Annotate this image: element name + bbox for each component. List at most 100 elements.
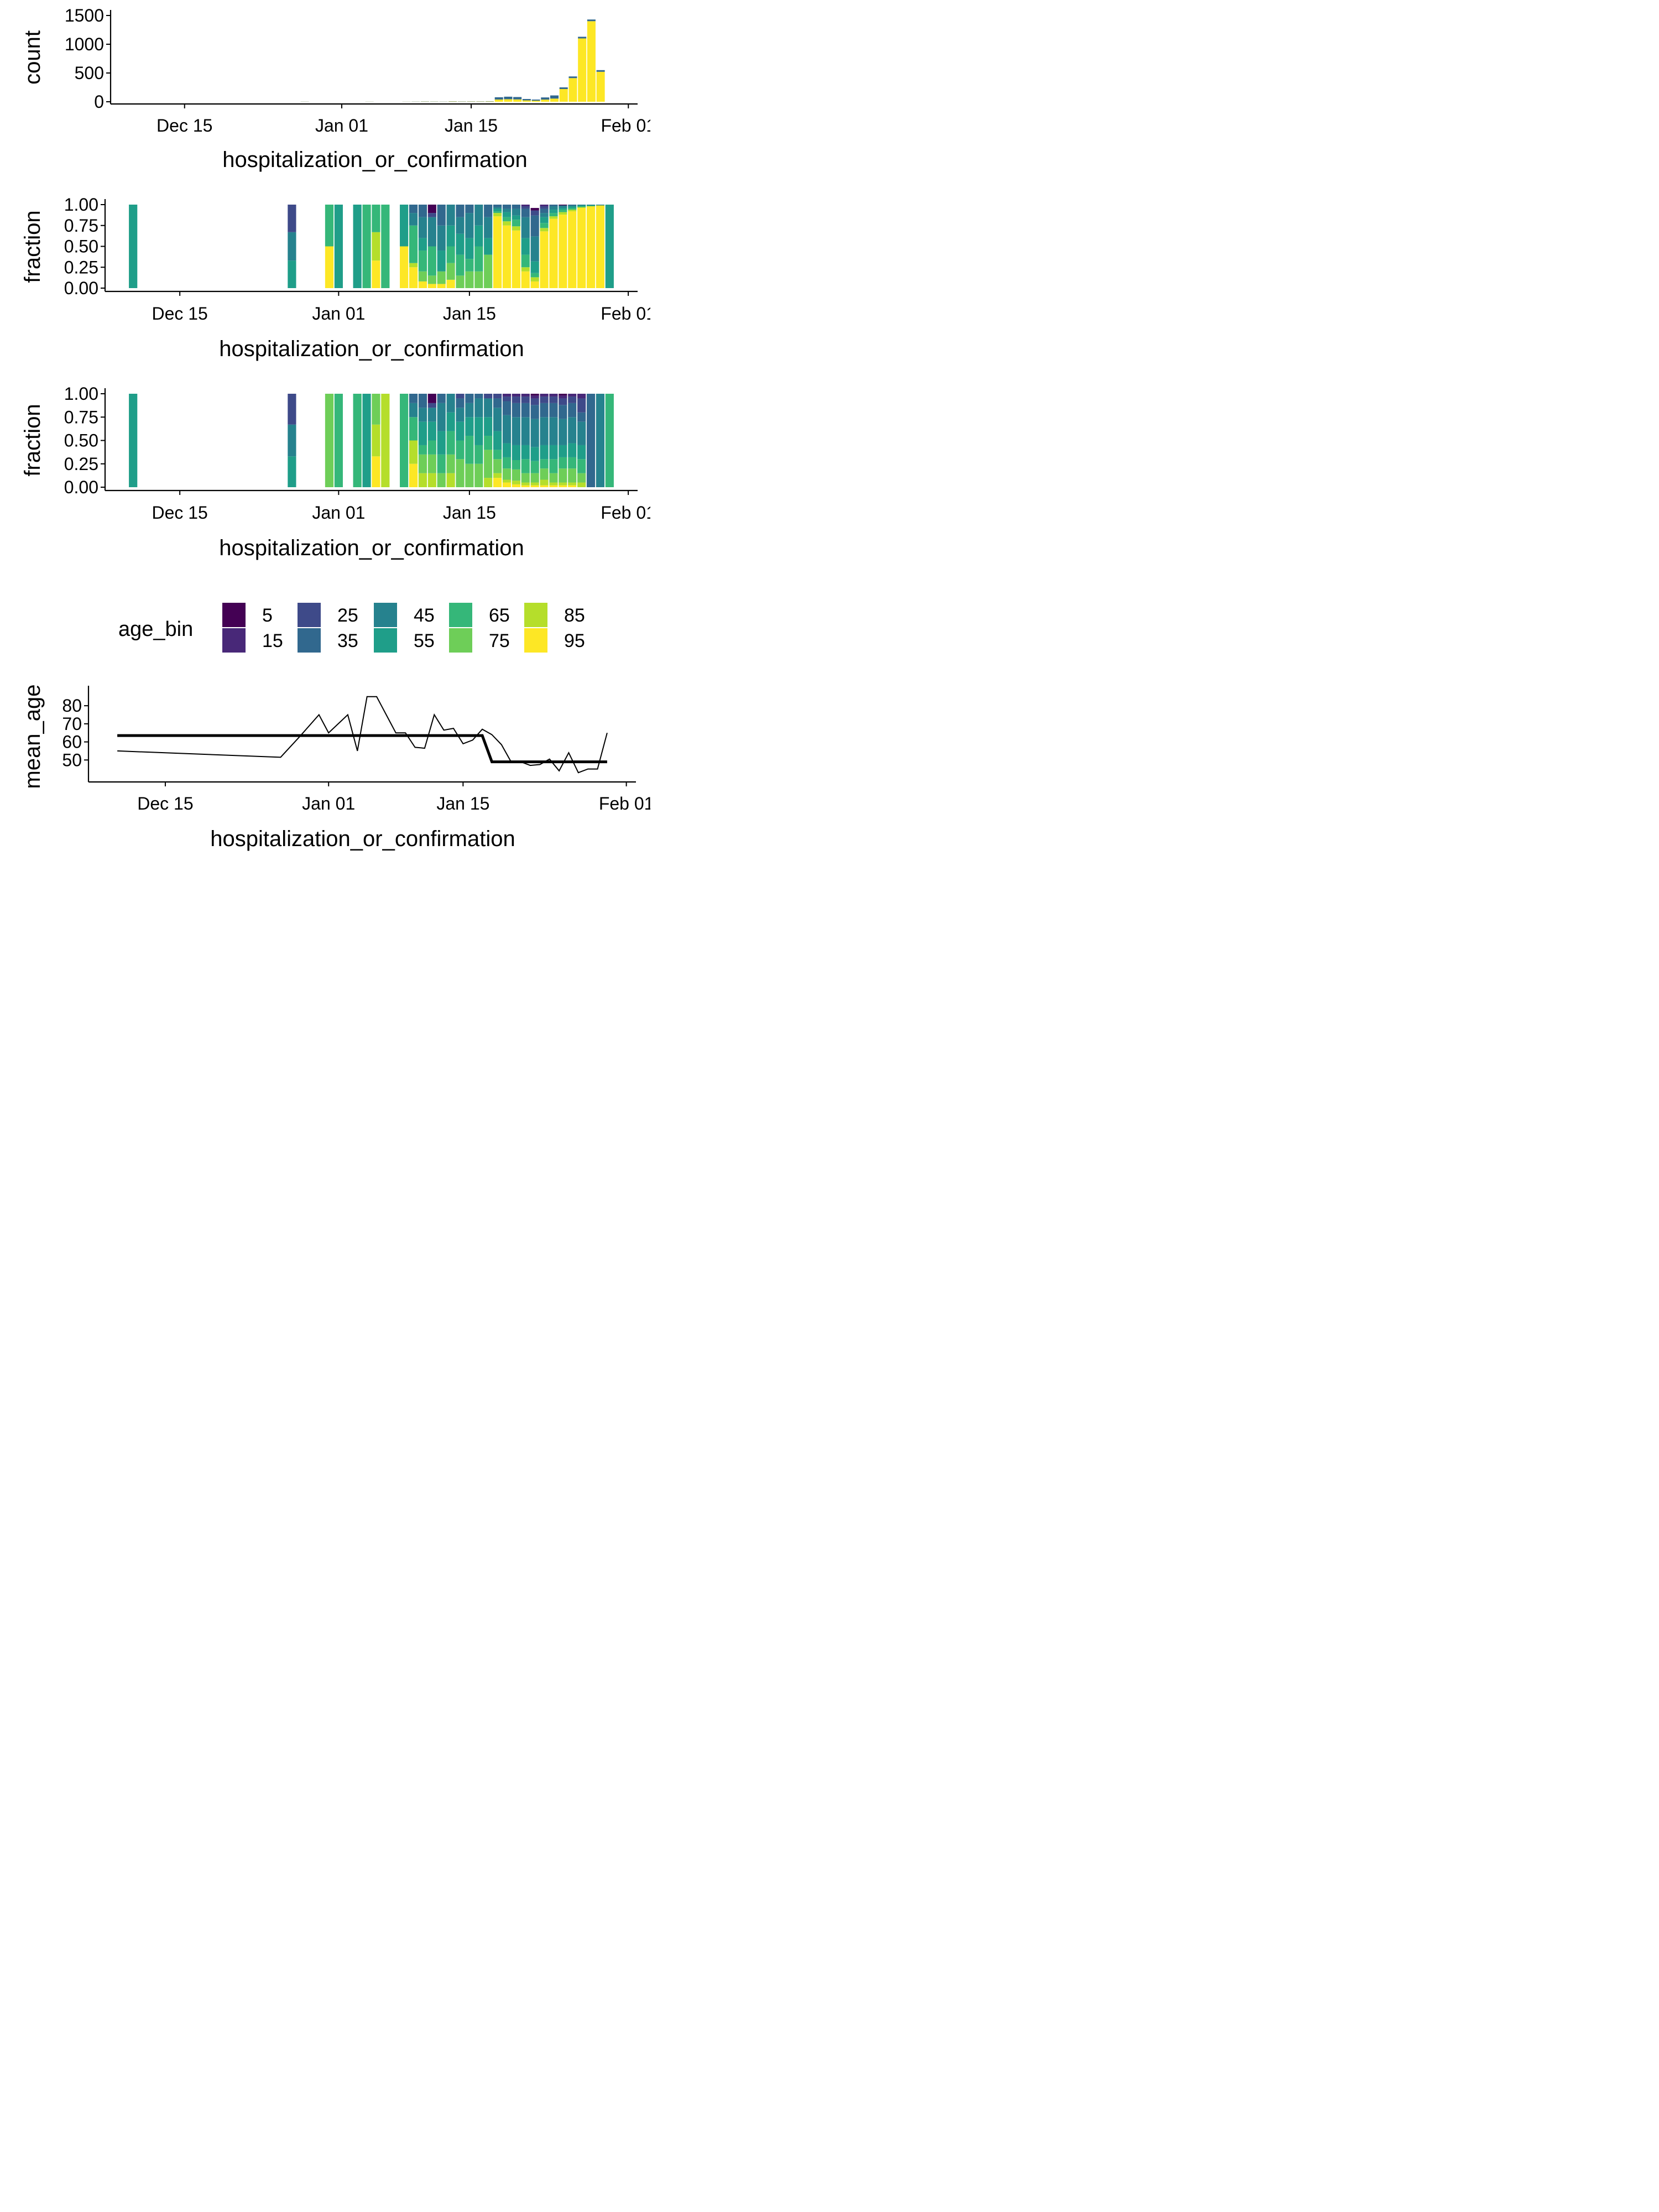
y-tick-label: 50 (62, 750, 82, 770)
fraction-bar-segment (530, 236, 539, 262)
fraction-bar-segment (549, 394, 558, 397)
fraction-bar-segment (288, 205, 296, 232)
fraction-bar-segment (484, 217, 493, 238)
fraction-bar-segment (540, 205, 549, 207)
fraction-bar-segment (474, 246, 483, 272)
y-tick-label: 1000 (65, 34, 104, 54)
y-tick-label: 80 (62, 696, 82, 716)
x-tick-label: Dec 15 (152, 503, 207, 523)
count-bar (568, 78, 577, 102)
fraction-bar-segment (521, 473, 530, 483)
fraction-bar-segment (484, 254, 493, 288)
panel-1-y-axis-title: count (20, 30, 45, 85)
fraction-bar-segment (456, 398, 465, 408)
fraction-bar-segment (484, 205, 493, 217)
fraction-bar-segment (409, 417, 418, 441)
x-tick-label: Dec 15 (152, 304, 207, 324)
fraction-bar-segment (456, 233, 465, 255)
fraction-bar-segment (400, 394, 409, 487)
fraction-bar-segment (577, 445, 586, 460)
fraction-bar-segment (427, 275, 436, 284)
fraction-bar-segment (559, 394, 567, 396)
fraction-bar-segment (540, 231, 549, 288)
fraction-bar-segment (418, 408, 427, 422)
fraction-bar-segment (559, 212, 567, 215)
fraction-bar-segment (465, 436, 474, 464)
panel-4-x-ticks: Dec 15 Jan 01 Jan 15 Feb 01 (88, 781, 650, 813)
count-bar-cap (568, 76, 577, 79)
fraction-bar-segment (568, 210, 577, 212)
fraction-bar-segment (465, 271, 474, 288)
fraction-bar-segment (512, 208, 520, 216)
fraction-bar-segment (446, 412, 455, 431)
fraction-bar-segment (521, 271, 530, 288)
fraction-bar-segment (577, 482, 586, 487)
fraction-bar-segment (427, 454, 436, 473)
fraction-bar-segment (521, 485, 530, 487)
panel-3-bars (129, 394, 614, 487)
x-tick-label: Jan 01 (312, 304, 365, 324)
fraction-bar-segment (409, 263, 418, 268)
fraction-bar-segment (568, 205, 577, 206)
fraction-bar-segment (530, 281, 539, 288)
fraction-bar-segment (502, 479, 512, 483)
fraction-bar-segment (502, 221, 512, 226)
fraction-bar-segment (559, 210, 567, 212)
fraction-bar-segment (288, 260, 296, 288)
fraction-bar-segment (288, 456, 296, 487)
fraction-bar-segment (540, 468, 549, 480)
x-tick-label: Jan 15 (443, 503, 496, 523)
fraction-bar-segment (427, 284, 436, 288)
fraction-bar-segment (465, 238, 474, 259)
fraction-bar-segment (427, 394, 436, 403)
fraction-bar-segment (484, 238, 493, 255)
legend-label-75: 75 (489, 630, 510, 651)
fraction-bar-segment (493, 211, 502, 213)
fraction-bar-segment (418, 445, 427, 455)
fraction-bar-segment (521, 459, 530, 473)
fraction-bar-segment (502, 457, 512, 469)
panel-3-x-axis-title: hospitalization_or_confirmation (219, 536, 524, 560)
fraction-bar-segment (427, 421, 436, 441)
fraction-bar-segment (530, 395, 539, 399)
panel-1-x-ticks: Dec 15 Jan 01 Jan 15 Feb 01 (111, 103, 650, 135)
fraction-bar-segment (418, 421, 427, 445)
count-bar-cap (541, 97, 550, 100)
y-tick-label: 0.50 (64, 431, 98, 451)
fraction-bar-segment (577, 459, 586, 473)
panel-1-x-axis-title: hospitalization_or_confirmation (222, 148, 527, 172)
fraction-bar-segment (549, 482, 558, 486)
fraction-bar-segment (372, 232, 380, 261)
fraction-bar-segment (493, 459, 502, 473)
fraction-bar-segment (530, 485, 539, 487)
fraction-bar-segment (446, 225, 455, 247)
fraction-bar-segment (549, 213, 558, 217)
x-tick-label: Jan 01 (302, 794, 355, 813)
fraction-bar-segment (559, 445, 567, 457)
fraction-bar-segment (409, 440, 418, 464)
fraction-bar-segment (502, 401, 512, 415)
fraction-bar-segment (521, 482, 530, 486)
fraction-bar-segment (512, 469, 520, 481)
fraction-bar-segment (577, 206, 586, 207)
fraction-bar-segment (288, 394, 296, 425)
panel-count-histogram: 0 500 1000 1500 Dec 15 Jan 01 Jan 15 Feb 01 ho… (20, 6, 650, 172)
fraction-bar-segment (549, 216, 558, 219)
fraction-bar-segment (586, 394, 596, 487)
fraction-bar-segment (559, 482, 567, 486)
fraction-bar-segment (540, 213, 549, 217)
fraction-bar-segment (474, 463, 483, 487)
fraction-bar-segment (427, 440, 436, 455)
fraction-bar-segment (427, 403, 436, 408)
fraction-bar-segment (502, 212, 512, 217)
fraction-bar-segment (456, 205, 465, 217)
fraction-bar-segment (456, 459, 465, 487)
fraction-bar-segment (530, 215, 539, 237)
panel-3-y-ticks: 0.00 0.25 0.50 0.75 1.00 (64, 384, 106, 497)
fraction-bar-segment (596, 394, 605, 487)
fraction-bar-segment (521, 217, 530, 238)
count-bar (559, 89, 568, 102)
fraction-bar-segment (465, 417, 474, 436)
x-tick-label: Jan 15 (436, 794, 489, 813)
x-tick-label: Feb 01 (601, 503, 650, 523)
